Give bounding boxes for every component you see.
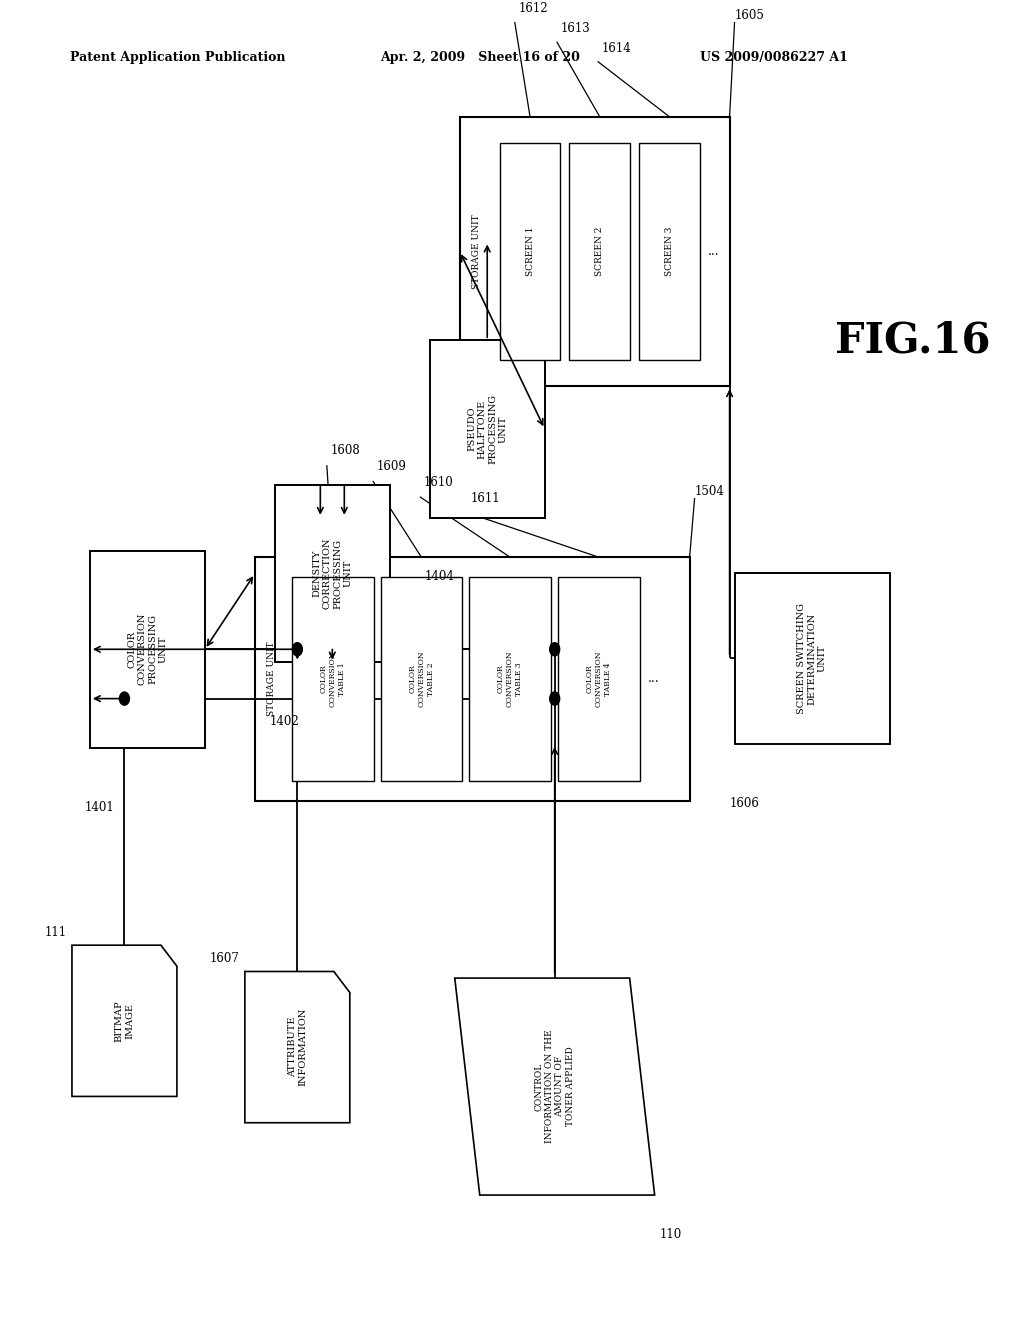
Circle shape — [550, 692, 560, 705]
Circle shape — [550, 643, 560, 656]
Text: 1612: 1612 — [519, 3, 548, 16]
Text: 1402: 1402 — [270, 715, 300, 729]
Text: 1605: 1605 — [734, 9, 765, 22]
FancyBboxPatch shape — [274, 484, 390, 663]
Text: 110: 110 — [659, 1228, 682, 1241]
Circle shape — [120, 692, 129, 705]
Text: 1609: 1609 — [377, 461, 407, 473]
Text: COLOR
CONVERSION
TABLE 1: COLOR CONVERSION TABLE 1 — [319, 651, 346, 708]
Text: CONTROL
INFORMATION ON THE
AMOUNT OF
TONER APPLIED: CONTROL INFORMATION ON THE AMOUNT OF TON… — [535, 1030, 574, 1143]
FancyBboxPatch shape — [381, 577, 462, 781]
Text: DENSITY
CORRECTION
PROCESSING
UNIT: DENSITY CORRECTION PROCESSING UNIT — [312, 539, 352, 610]
Polygon shape — [245, 972, 350, 1123]
Text: 111: 111 — [45, 925, 67, 939]
Text: 1401: 1401 — [85, 800, 115, 813]
Text: STORAGE UNIT: STORAGE UNIT — [267, 642, 276, 717]
FancyBboxPatch shape — [292, 577, 374, 781]
Text: SCREEN 3: SCREEN 3 — [665, 227, 674, 276]
Text: COLOR
CONVERSION
TABLE 3: COLOR CONVERSION TABLE 3 — [497, 651, 523, 708]
FancyBboxPatch shape — [734, 573, 890, 744]
FancyBboxPatch shape — [639, 143, 699, 360]
FancyBboxPatch shape — [500, 143, 560, 360]
Text: US 2009/0086227 A1: US 2009/0086227 A1 — [699, 51, 848, 63]
Text: BITMAP
IMAGE: BITMAP IMAGE — [115, 1001, 134, 1041]
FancyBboxPatch shape — [255, 557, 689, 800]
Text: 1613: 1613 — [561, 22, 591, 36]
FancyBboxPatch shape — [430, 341, 545, 517]
Text: 1404: 1404 — [425, 570, 455, 583]
Text: 1614: 1614 — [602, 42, 632, 55]
Text: STORAGE UNIT: STORAGE UNIT — [472, 214, 481, 289]
Polygon shape — [455, 978, 654, 1195]
FancyBboxPatch shape — [90, 550, 205, 748]
Text: ATTRIBUTE
INFORMATION: ATTRIBUTE INFORMATION — [288, 1008, 307, 1086]
Text: Patent Application Publication: Patent Application Publication — [70, 51, 286, 63]
Text: COLOR
CONVERSION
TABLE 2: COLOR CONVERSION TABLE 2 — [409, 651, 434, 708]
Text: PSEUDO
HALFTONE
PROCESSING
UNIT: PSEUDO HALFTONE PROCESSING UNIT — [467, 393, 507, 465]
Text: SCREEN 2: SCREEN 2 — [595, 227, 604, 276]
FancyBboxPatch shape — [569, 143, 630, 360]
Text: SCREEN SWITCHING
DETERMINATION
UNIT: SCREEN SWITCHING DETERMINATION UNIT — [797, 603, 827, 714]
Circle shape — [292, 643, 302, 656]
Text: 1608: 1608 — [331, 445, 360, 457]
Text: 1607: 1607 — [210, 952, 240, 965]
Text: ...: ... — [648, 672, 659, 685]
Polygon shape — [72, 945, 177, 1097]
Text: 1610: 1610 — [424, 475, 454, 488]
Text: FIG.16: FIG.16 — [835, 319, 990, 362]
Text: ...: ... — [708, 246, 720, 257]
Text: 1611: 1611 — [471, 491, 501, 504]
Text: SCREEN 1: SCREEN 1 — [525, 227, 535, 276]
Text: COLOR
CONVERSION
PROCESSING
UNIT: COLOR CONVERSION PROCESSING UNIT — [127, 612, 168, 685]
FancyBboxPatch shape — [558, 577, 640, 781]
Text: Apr. 2, 2009   Sheet 16 of 20: Apr. 2, 2009 Sheet 16 of 20 — [380, 51, 580, 63]
Text: 1504: 1504 — [694, 484, 725, 498]
FancyBboxPatch shape — [460, 116, 729, 387]
Text: 1606: 1606 — [729, 796, 760, 809]
FancyBboxPatch shape — [469, 577, 551, 781]
Text: COLOR
CONVERSION
TABLE 4: COLOR CONVERSION TABLE 4 — [586, 651, 612, 708]
